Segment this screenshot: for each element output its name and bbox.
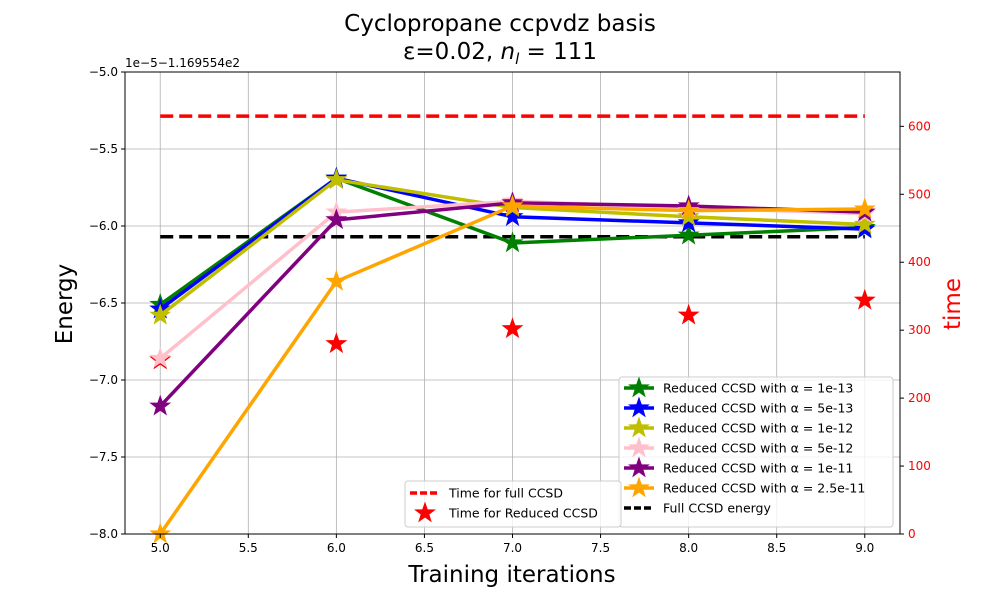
legend-main-entry: Reduced CCSD with α = 1e-12 bbox=[624, 416, 853, 438]
time-reduced-ccsd-point bbox=[853, 288, 876, 310]
title-line2-var: n bbox=[501, 39, 516, 65]
legend-swatch-star bbox=[628, 416, 650, 438]
legend-main-entry: Reduced CCSD with α = 1e-13 bbox=[624, 376, 853, 398]
legend-main-label: Reduced CCSD with α = 1e-13 bbox=[663, 381, 853, 396]
legend-main-box bbox=[618, 376, 894, 528]
legend-swatch-star bbox=[414, 501, 436, 523]
title-line2-suffix: = 111 bbox=[519, 39, 597, 65]
series-layer bbox=[149, 166, 876, 544]
legend-main-label: Reduced CCSD with α = 5e-13 bbox=[663, 401, 853, 416]
legend-main-label: Reduced CCSD with α = 2.5e-11 bbox=[663, 481, 865, 496]
series-point bbox=[501, 231, 524, 253]
time-reduced-ccsd-point bbox=[677, 303, 700, 325]
x-tick-label: 8.5 bbox=[767, 541, 786, 555]
legend-swatch-star bbox=[628, 476, 650, 498]
y2-axis-ticks: 0 100 200 300 400 500 600 bbox=[900, 119, 931, 541]
series-point bbox=[677, 211, 700, 233]
series-point bbox=[853, 212, 876, 234]
y2-tick-label: 500 bbox=[908, 187, 931, 201]
series-point bbox=[501, 205, 524, 227]
series-point bbox=[853, 197, 876, 219]
legend-time: Time for full CCSD Time for Reduced CCSD bbox=[404, 480, 622, 528]
series-point bbox=[677, 205, 700, 227]
y-tick-label: −8.0 bbox=[89, 527, 118, 541]
legend-time-entry: Time for full CCSD bbox=[410, 486, 563, 501]
y-tick-label: −7.5 bbox=[89, 450, 118, 464]
y-axis-ticks: −5.0 −5.5 −6.0 −6.5 −7.0 −7.5 −8.0 bbox=[89, 65, 125, 541]
legend-swatch-star bbox=[628, 376, 650, 398]
legend-main-label: Reduced CCSD with α = 5e-12 bbox=[663, 441, 853, 456]
y-tick-label: −7.0 bbox=[89, 373, 118, 387]
x-axis-label: Training iterations bbox=[407, 562, 615, 588]
series-point bbox=[149, 303, 172, 325]
series-point bbox=[501, 194, 524, 216]
y-axis-label: Energy bbox=[52, 264, 78, 345]
legend-main-label: Full CCSD energy bbox=[663, 501, 771, 516]
time-reduced-ccsd-point bbox=[501, 317, 524, 339]
y2-tick-label: 200 bbox=[908, 391, 931, 405]
legend-main: Reduced CCSD with α = 1e-13 Reduced CCSD … bbox=[618, 376, 894, 528]
title-line2-prefix: ε=0.02, bbox=[403, 39, 501, 65]
y-tick-label: −5.5 bbox=[89, 142, 118, 156]
title-line2-sub: l bbox=[515, 50, 520, 68]
series-point bbox=[325, 208, 348, 230]
y2-tick-label: 400 bbox=[908, 255, 931, 269]
y-tick-label: −6.5 bbox=[89, 296, 118, 310]
series-point bbox=[677, 223, 700, 245]
series-6 bbox=[149, 194, 876, 544]
x-tick-label: 6.0 bbox=[327, 541, 346, 555]
series-point bbox=[677, 199, 700, 220]
y-tick-label: −6.0 bbox=[89, 219, 118, 233]
y2-tick-label: 600 bbox=[908, 119, 931, 133]
x-tick-label: 5.5 bbox=[239, 541, 258, 555]
series-point bbox=[149, 346, 172, 368]
legend-main-entry: Reduced CCSD with α = 5e-12 bbox=[624, 436, 853, 458]
series-point bbox=[325, 269, 348, 291]
series-point bbox=[325, 168, 348, 190]
legend-time-entry: Time for Reduced CCSD bbox=[414, 501, 598, 523]
y2-tick-label: 100 bbox=[908, 459, 931, 473]
x-tick-label: 9.0 bbox=[855, 541, 874, 555]
legend-main-entry: Reduced CCSD with α = 1e-11 bbox=[624, 456, 853, 478]
chart-title-line2: ε=0.02, nl = 111 bbox=[403, 39, 597, 68]
chart-title-line1: Cyclopropane ccpvdz basis bbox=[344, 11, 656, 37]
x-tick-label: 7.5 bbox=[591, 541, 610, 555]
y2-tick-label: 0 bbox=[908, 527, 916, 541]
y2-tick-label: 300 bbox=[908, 323, 931, 337]
legend-main-entry: Reduced CCSD with α = 5e-13 bbox=[624, 396, 853, 418]
series-point bbox=[149, 394, 172, 416]
offset-label: 1e−5−1.169554e2 bbox=[125, 56, 240, 70]
legend-swatch-star bbox=[628, 396, 650, 418]
x-tick-label: 7.0 bbox=[503, 541, 522, 555]
time-reduced-ccsd-point bbox=[325, 332, 348, 354]
y2-axis-label: time bbox=[940, 278, 966, 330]
legend-main-label: Reduced CCSD with α = 1e-11 bbox=[663, 461, 853, 476]
x-axis-ticks: 5.0 5.5 6.0 6.5 7.0 7.5 8.0 8.5 9.0 bbox=[151, 534, 874, 555]
legend-time-label: Time for Reduced CCSD bbox=[448, 506, 598, 521]
x-tick-label: 6.5 bbox=[415, 541, 434, 555]
legend-main-entry: Reduced CCSD with α = 2.5e-11 bbox=[624, 476, 865, 498]
legend-time-label: Time for full CCSD bbox=[448, 486, 563, 501]
x-tick-label: 5.0 bbox=[151, 541, 170, 555]
legend-time-box bbox=[404, 480, 622, 528]
legend-main-entry: Full CCSD energy bbox=[624, 501, 771, 516]
legend-swatch-star bbox=[628, 456, 650, 478]
legend-swatch-star bbox=[628, 436, 650, 458]
legend-main-label: Reduced CCSD with α = 1e-12 bbox=[663, 421, 853, 436]
x-tick-label: 8.0 bbox=[679, 541, 698, 555]
y-tick-label: −5.0 bbox=[89, 65, 118, 79]
